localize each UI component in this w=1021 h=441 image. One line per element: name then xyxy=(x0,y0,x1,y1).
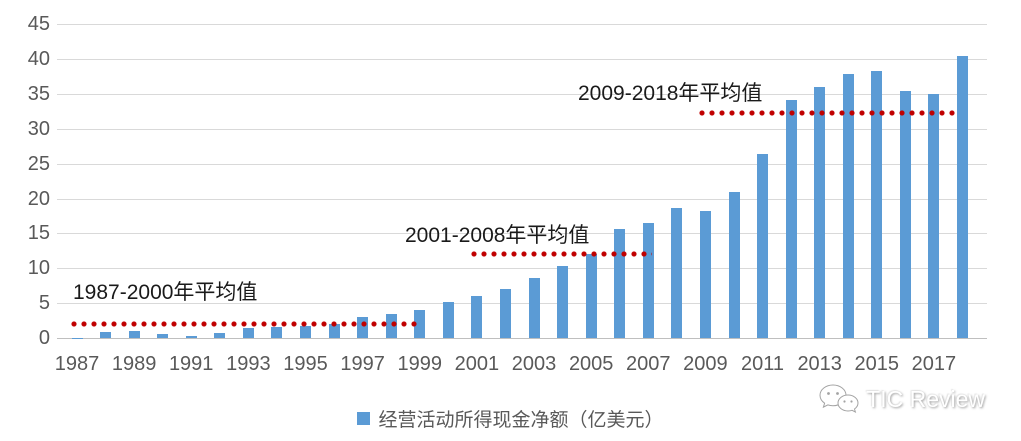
average-line-label: 1987-2000年平均值 xyxy=(73,281,258,304)
y-gridline xyxy=(57,338,987,339)
y-gridline xyxy=(57,199,987,200)
bar xyxy=(585,253,597,339)
watermark: TIC Review xyxy=(816,383,985,415)
bar xyxy=(642,223,654,339)
bar xyxy=(328,323,340,339)
bar xyxy=(71,337,83,339)
x-tick-label: 1999 xyxy=(397,353,443,375)
average-line-label: 2009-2018年平均值 xyxy=(578,82,763,105)
x-tick-label: 2017 xyxy=(911,353,957,375)
x-tick-label: 1993 xyxy=(226,353,271,375)
y-gridline xyxy=(57,24,987,25)
x-tick-label: 1995 xyxy=(283,353,328,375)
y-tick-label: 45 xyxy=(27,13,50,35)
bar xyxy=(957,55,968,339)
x-tick-label: 2009 xyxy=(683,353,728,375)
legend-label: 经营活动所得现金净额（亿美元） xyxy=(378,410,664,431)
y-tick-label: 15 xyxy=(27,222,50,244)
bar xyxy=(557,265,569,339)
x-tick-label: 1989 xyxy=(111,353,157,375)
bar xyxy=(471,295,483,339)
bar xyxy=(899,90,911,339)
x-tick-label: 2003 xyxy=(511,353,557,375)
bar xyxy=(785,99,797,339)
x-tick-label: 1987 xyxy=(54,353,100,375)
bar xyxy=(528,278,540,339)
wechat-icon xyxy=(819,384,859,413)
average-line-label: 2001-2008年平均值 xyxy=(405,224,590,247)
y-gridline xyxy=(57,233,987,234)
x-tick-label: 2011 xyxy=(740,353,784,375)
bar xyxy=(214,333,226,339)
y-tick-label: 25 xyxy=(27,153,50,175)
bar xyxy=(442,302,454,339)
y-gridline xyxy=(57,303,987,304)
bar xyxy=(157,334,169,339)
legend-swatch xyxy=(357,412,371,425)
y-gridline xyxy=(57,94,987,95)
bar xyxy=(757,153,768,339)
x-tick-label: 2013 xyxy=(797,353,842,375)
bar xyxy=(300,325,311,339)
x-tick-label: 2001 xyxy=(454,353,500,375)
bar xyxy=(814,86,826,339)
bar xyxy=(271,326,283,339)
y-tick-label: 0 xyxy=(38,327,50,349)
x-tick-label: 2007 xyxy=(626,353,671,375)
y-tick-label: 5 xyxy=(38,292,50,314)
chart-legend: 经营活动所得现金净额（亿美元） xyxy=(0,405,1021,432)
bar xyxy=(500,289,511,339)
bar xyxy=(242,328,254,339)
bar xyxy=(100,332,111,339)
y-tick-label: 10 xyxy=(27,257,50,279)
average-line xyxy=(699,109,956,116)
average-line xyxy=(71,321,421,328)
x-tick-label: 2015 xyxy=(854,353,900,375)
y-tick-label: 30 xyxy=(27,118,50,140)
bar xyxy=(699,211,711,339)
bar xyxy=(842,74,854,339)
bar xyxy=(728,192,740,339)
y-tick-label: 20 xyxy=(27,188,50,210)
y-tick-label: 35 xyxy=(27,83,50,105)
y-gridline xyxy=(57,164,987,165)
bar xyxy=(671,207,683,339)
bar xyxy=(185,335,197,339)
bar xyxy=(614,229,626,339)
y-gridline xyxy=(57,268,987,269)
watermark-text: TIC Review xyxy=(866,385,985,412)
y-gridline xyxy=(57,129,987,130)
bar xyxy=(128,331,140,339)
x-tick-label: 2005 xyxy=(568,353,614,375)
bar xyxy=(871,71,883,339)
average-line xyxy=(471,250,652,257)
bar xyxy=(928,93,940,339)
x-tick-label: 1997 xyxy=(340,353,385,375)
x-tick-label: 1991 xyxy=(168,353,214,375)
y-tick-label: 40 xyxy=(27,48,50,70)
bar xyxy=(357,316,369,339)
y-gridline xyxy=(57,59,987,60)
